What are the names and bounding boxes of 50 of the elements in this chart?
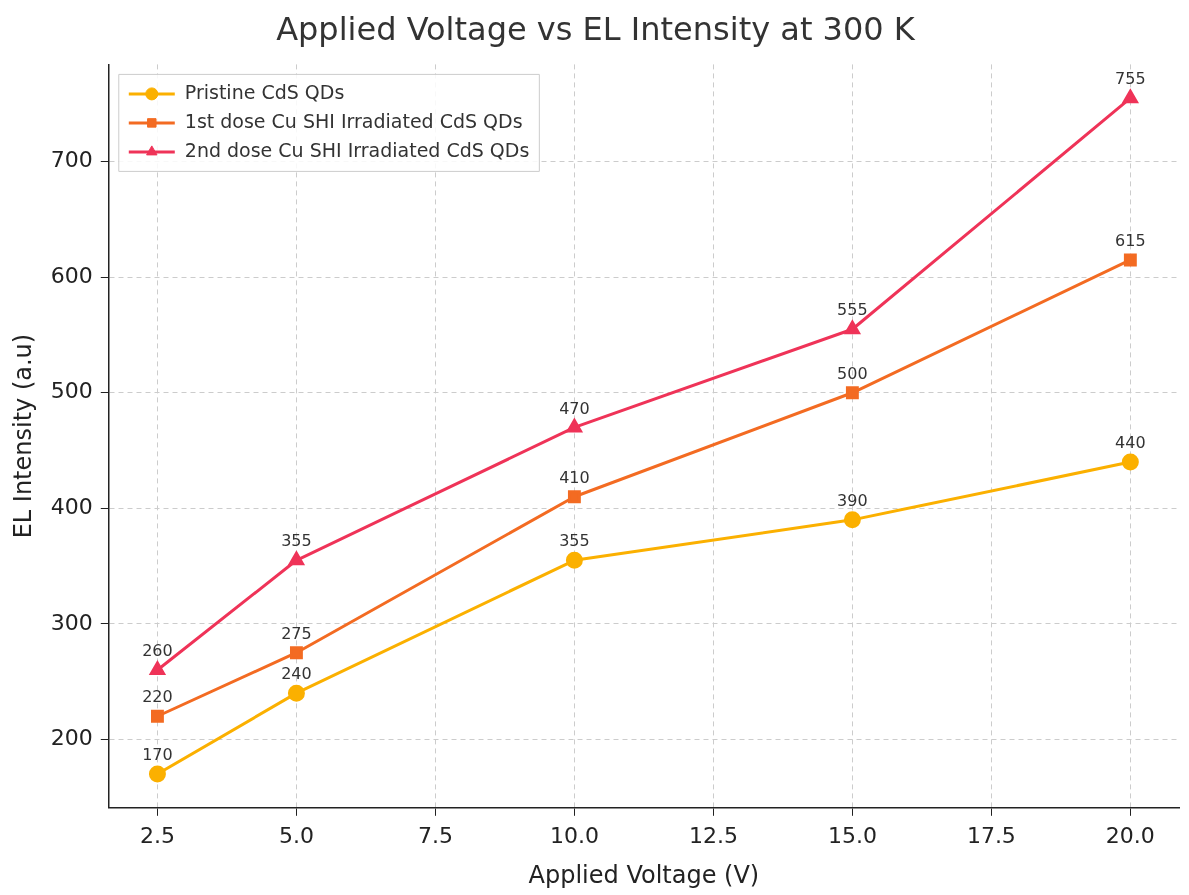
point (288, 551, 304, 566)
legend-label: 2nd dose Cu SHI Irradiated CdS QDs (184, 138, 530, 161)
chart-title: Applied Voltage vs EL Intensity at 300 K (276, 9, 916, 48)
point (565, 551, 583, 569)
x-tick-label: 10.0 (549, 822, 599, 848)
legend-label: Pristine CdS QDs (184, 80, 345, 103)
data-label: 615 (1115, 231, 1146, 251)
data-label: 170 (142, 745, 173, 765)
y-axis-title: EL Intensity (a.u) (8, 333, 37, 539)
data-label: 755 (1115, 69, 1146, 89)
point (566, 418, 582, 433)
y-tick-label: 500 (50, 378, 93, 404)
data-label: 440 (1115, 433, 1146, 453)
data-label: 220 (142, 687, 173, 707)
x-tick-label: 20.0 (1105, 822, 1155, 848)
point (1122, 89, 1138, 104)
point (844, 320, 860, 335)
y-tick-label: 300 (50, 609, 93, 635)
data-label: 390 (837, 491, 868, 511)
y-tick-label: 400 (50, 494, 93, 520)
x-tick-label: 12.5 (688, 822, 738, 848)
y-tick-label: 700 (50, 147, 93, 173)
point (149, 661, 165, 676)
legend-label: 1st dose Cu SHI Irradiated CdS QDs (184, 109, 523, 132)
x-axis-title: Applied Voltage (V) (528, 860, 760, 889)
point (150, 709, 164, 723)
data-label: 355 (559, 531, 590, 551)
data-label: 500 (837, 363, 868, 383)
y-tick-label: 200 (50, 725, 93, 751)
data-label: 240 (281, 664, 312, 684)
x-tick-label: 15.0 (827, 822, 877, 848)
point (845, 386, 859, 400)
x-tick-label: 2.5 (139, 822, 175, 848)
data-label: 470 (559, 398, 590, 418)
point (1123, 253, 1137, 267)
y-tick-label: 600 (50, 262, 93, 288)
data-label: 410 (559, 467, 590, 487)
x-tick-label: 17.5 (966, 822, 1016, 848)
x-tick-label: 5.0 (278, 822, 314, 848)
point (1121, 453, 1139, 471)
point (567, 490, 581, 504)
data-label: 555 (837, 300, 868, 320)
point (289, 646, 303, 660)
point (287, 684, 305, 702)
data-label: 275 (281, 623, 312, 643)
data-label: 355 (281, 531, 312, 551)
x-tick-label: 7.5 (417, 822, 453, 848)
point (843, 511, 861, 529)
data-label: 260 (142, 641, 173, 661)
point (148, 765, 166, 783)
